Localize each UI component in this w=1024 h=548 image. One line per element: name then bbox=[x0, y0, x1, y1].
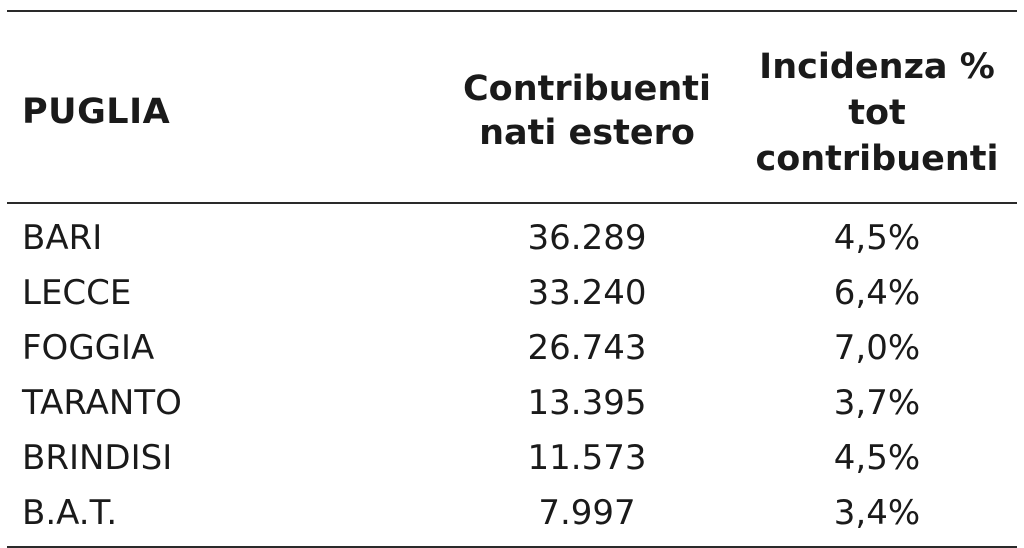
header-contributors-line: Contribuenti bbox=[463, 69, 711, 109]
table-row: BRINDISI 11.573 4,5% bbox=[7, 430, 1017, 485]
table-row: LECCE 33.240 6,4% bbox=[7, 265, 1017, 320]
header-contributors: Contribuenti nati estero bbox=[427, 67, 747, 155]
header-contributors-line: nati estero bbox=[479, 113, 695, 153]
table-body: BARI 36.289 4,5% LECCE 33.240 6,4% FOGGI… bbox=[7, 204, 1017, 546]
table-row: FOGGIA 26.743 7,0% bbox=[7, 320, 1017, 375]
contributors-cell: 26.743 bbox=[527, 328, 647, 368]
header-incidence-line: Incidenza % bbox=[759, 47, 995, 87]
contributors-cell: 7.997 bbox=[538, 493, 636, 533]
incidence-cell: 6,4% bbox=[833, 273, 921, 313]
table-header: PUGLIA Contribuenti nati estero Incidenz… bbox=[7, 12, 1017, 202]
contributors-cell: 13.395 bbox=[527, 383, 647, 423]
table-row: TARANTO 13.395 3,7% bbox=[7, 375, 1017, 430]
incidence-cell: 4,5% bbox=[833, 218, 921, 258]
data-table: PUGLIA Contribuenti nati estero Incidenz… bbox=[7, 10, 1017, 548]
contributors-cell: 36.289 bbox=[527, 218, 647, 258]
incidence-cell: 7,0% bbox=[833, 328, 921, 368]
contributors-cell: 33.240 bbox=[527, 273, 647, 313]
province-cell: FOGGIA bbox=[22, 328, 155, 368]
province-cell: BRINDISI bbox=[22, 438, 173, 478]
incidence-cell: 3,4% bbox=[833, 493, 921, 533]
table-row: B.A.T. 7.997 3,4% bbox=[7, 485, 1017, 540]
header-incidence-line: contribuenti bbox=[755, 139, 999, 179]
header-region: PUGLIA bbox=[22, 92, 171, 132]
table-top-rule bbox=[7, 10, 1017, 12]
province-cell: B.A.T. bbox=[22, 493, 118, 533]
header-incidence: Incidenza % tot contribuenti bbox=[742, 44, 1012, 182]
contributors-cell: 11.573 bbox=[527, 438, 647, 478]
header-incidence-line: tot bbox=[848, 93, 906, 133]
province-cell: LECCE bbox=[22, 273, 132, 313]
table-row: BARI 36.289 4,5% bbox=[7, 210, 1017, 265]
province-cell: TARANTO bbox=[22, 383, 182, 423]
province-cell: BARI bbox=[22, 218, 103, 258]
incidence-cell: 4,5% bbox=[833, 438, 921, 478]
incidence-cell: 3,7% bbox=[833, 383, 921, 423]
header-divider-rule bbox=[7, 202, 1017, 204]
